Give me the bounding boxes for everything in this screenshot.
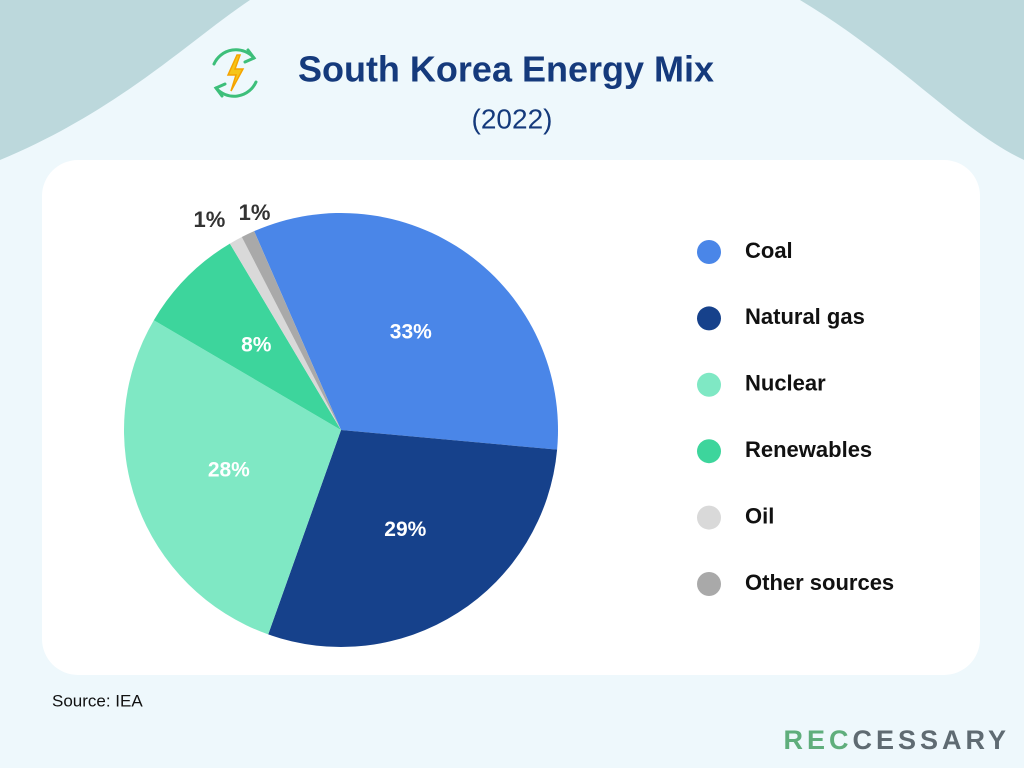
- legend-label: Natural gas: [745, 304, 865, 329]
- legend-swatch: [697, 505, 721, 530]
- data-label: 29%: [384, 518, 426, 541]
- legend-label: Other sources: [745, 570, 894, 595]
- legend-label: Coal: [745, 238, 793, 263]
- brand-part: CESSARY: [852, 725, 1010, 755]
- pie-slice: [229, 236, 341, 430]
- pie-slice: [153, 243, 341, 430]
- brand-logo: RECCESSARY: [783, 725, 1010, 755]
- energy-icon: [212, 48, 258, 98]
- corner-shape: [800, 0, 1024, 160]
- source-note: Source: IEA: [52, 691, 143, 710]
- data-label: 33%: [390, 321, 432, 344]
- pie-slice: [241, 231, 341, 430]
- data-label: 28%: [208, 458, 250, 481]
- chart-title: South Korea Energy Mix: [298, 49, 714, 90]
- brand-part: REC: [783, 725, 852, 755]
- pie-slice: [268, 430, 558, 647]
- legend-swatch: [697, 572, 721, 596]
- legend-swatch: [697, 240, 721, 264]
- data-label: 1%: [193, 207, 225, 232]
- pie-slice: [254, 213, 558, 450]
- corner-shape: [0, 0, 250, 160]
- chart-subtitle: (2022): [472, 103, 553, 134]
- legend-label: Oil: [745, 503, 774, 528]
- legend-swatch: [697, 372, 721, 397]
- legend-swatch: [697, 439, 721, 464]
- legend-label: Renewables: [745, 437, 872, 462]
- pie-slice: [123, 320, 341, 635]
- legend-label: Nuclear: [745, 371, 826, 396]
- legend-swatch: [697, 306, 721, 331]
- data-label: 1%: [239, 200, 271, 225]
- data-label: 8%: [241, 333, 272, 356]
